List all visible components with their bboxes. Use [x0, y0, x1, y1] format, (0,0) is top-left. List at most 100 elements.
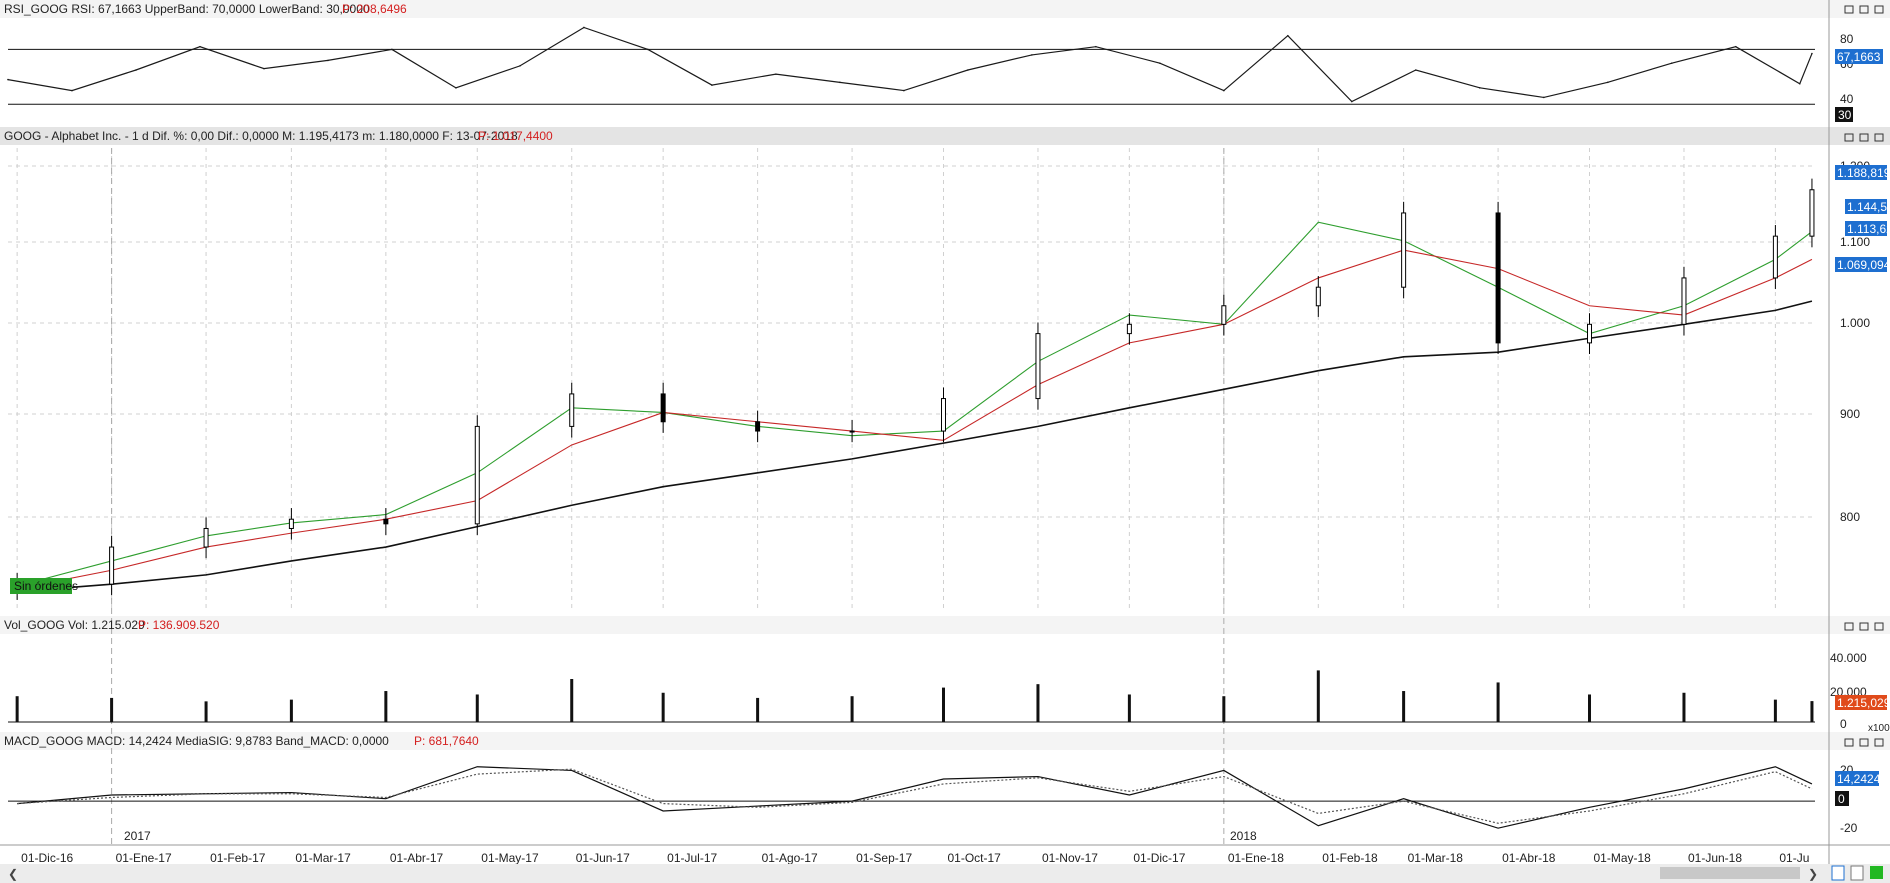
price-header-bar [0, 127, 1890, 145]
price-candle-body [1772, 235, 1778, 279]
x-date-label: 01-Abr-18 [1502, 851, 1556, 865]
vol-tick-40000: 40.000 [1830, 651, 1867, 665]
panel-control-icon [1844, 622, 1854, 631]
rsi-line [7, 26, 1813, 103]
price-MA_mid-line [17, 249, 1813, 590]
x-axis-date-labels: 01-Dic-16 01-Ene-17 01-Feb-17 01-Mar-17 01-A… [21, 851, 1809, 865]
price-tick-1100: 1.100 [1840, 235, 1870, 249]
x-date-label: 01-Sep-17 [856, 851, 912, 865]
rsi-band-tag [1835, 107, 1853, 122]
macd-panel[interactable] [8, 766, 1815, 829]
macd-header-bar [0, 732, 1890, 750]
panel-frames [0, 0, 1890, 864]
panel-controls[interactable] [1844, 5, 1884, 747]
price-tag-ma-short-text: 1.144,51 [1847, 200, 1890, 214]
panel-control-icon [1844, 133, 1854, 142]
x-date-label: 01-Jun-17 [576, 851, 630, 865]
x-date-label: 01-Dic-16 [21, 851, 73, 865]
price-candle-body [1809, 189, 1815, 237]
rsi-point [1159, 62, 1161, 64]
price-panel[interactable] [14, 178, 1815, 600]
rsi-point [1095, 45, 1097, 48]
scroll-right-icon[interactable]: ❯ [1808, 867, 1818, 881]
price-candle-body [383, 518, 389, 525]
rsi-point [71, 89, 73, 92]
rsi-point [7, 78, 9, 81]
scroll-left-icon[interactable]: ❮ [8, 867, 18, 881]
rsi-point [1670, 62, 1673, 64]
macd-value-tag-text: 14,2424 [1837, 772, 1881, 786]
rsi-point [711, 84, 713, 86]
price-candle-body [109, 546, 115, 585]
price-tick-1000: 1.000 [1840, 316, 1870, 330]
rsi-point [1351, 100, 1353, 103]
rsi-panel[interactable] [7, 26, 1815, 105]
x-date-label: 01-May-18 [1594, 851, 1652, 865]
sin-ordenes-badge[interactable] [10, 578, 72, 594]
price-candle-body [288, 518, 294, 529]
volume-panel[interactable] [8, 670, 1815, 723]
x-date-label: 01-Feb-17 [210, 851, 266, 865]
horizontal-scrollbar[interactable] [0, 864, 1890, 883]
save-icon[interactable] [1831, 865, 1845, 881]
volume-bar [1773, 699, 1777, 722]
rsi-point [1606, 81, 1609, 84]
rsi-band-tag-text: 30 [1838, 108, 1852, 122]
volume-bar [1316, 670, 1320, 722]
rsi-point [199, 45, 201, 48]
x-date-label: 01-Abr-17 [390, 851, 444, 865]
year-label-2018: 2018 [1230, 829, 1257, 843]
price-candle-body [1315, 286, 1321, 307]
window-icon[interactable] [1850, 865, 1864, 881]
volume-bar [204, 701, 208, 722]
rsi-tick-80: 80 [1840, 32, 1854, 46]
status-green-icon[interactable] [1870, 866, 1883, 879]
x-date-label: 01-Ju [1779, 851, 1809, 865]
price-candle-body [1035, 333, 1041, 400]
volume-bar [1588, 694, 1592, 722]
price-candle-body [569, 393, 575, 427]
volume-header: Vol_GOOG Vol: 1.215.029 [4, 618, 145, 632]
volume-bar [110, 697, 114, 722]
vol-value-tag [1835, 695, 1887, 710]
sin-ordenes-label: Sin órdenes [14, 579, 78, 593]
volume-bar [850, 696, 854, 722]
rsi-point [263, 67, 265, 70]
x-date-label: 01-Feb-18 [1322, 851, 1378, 865]
rsi-value-tag [1835, 49, 1883, 64]
price-candle-body [203, 527, 209, 548]
x-date-label: 01-Ago-17 [762, 851, 818, 865]
vol-value-tag-text: 1.215,029 [1837, 696, 1890, 710]
panel-control-icon [1874, 738, 1884, 747]
panel-control-icon [1874, 622, 1884, 631]
rsi-point [1479, 87, 1481, 89]
volume-bar [1127, 694, 1131, 722]
rsi-point [1811, 52, 1813, 55]
price-candle-body [849, 430, 855, 433]
panel-control-icon [1844, 5, 1854, 14]
x-date-label: 01-Ene-17 [116, 851, 172, 865]
price-tag-ma-mid-text: 1.113,627 [1847, 222, 1890, 236]
volume-bar [661, 692, 665, 722]
volume-bar [570, 679, 574, 722]
price-tag-ma-long [1835, 257, 1887, 272]
volume-bar [1036, 684, 1040, 722]
price-candle-body [1495, 212, 1501, 344]
x-date-label: 01-Dic-17 [1133, 851, 1185, 865]
rsi-point [455, 87, 457, 89]
price-tag-ma-short [1845, 199, 1887, 214]
rsi-point [1031, 54, 1033, 56]
rsi-point [391, 48, 393, 51]
volume-bar [384, 691, 388, 722]
x-date-label: 01-Mar-17 [295, 851, 351, 865]
panel-control-icon [1874, 133, 1884, 142]
price-tag-ma-mid [1845, 221, 1887, 236]
price-candle-body [1401, 212, 1407, 288]
panel-control-icon [1859, 133, 1869, 142]
scrollbar-thumb[interactable] [1660, 867, 1800, 879]
x-date-label: 01-Mar-18 [1408, 851, 1464, 865]
panel-control-icon [1859, 622, 1869, 631]
panel-control-icon [1859, 5, 1869, 14]
